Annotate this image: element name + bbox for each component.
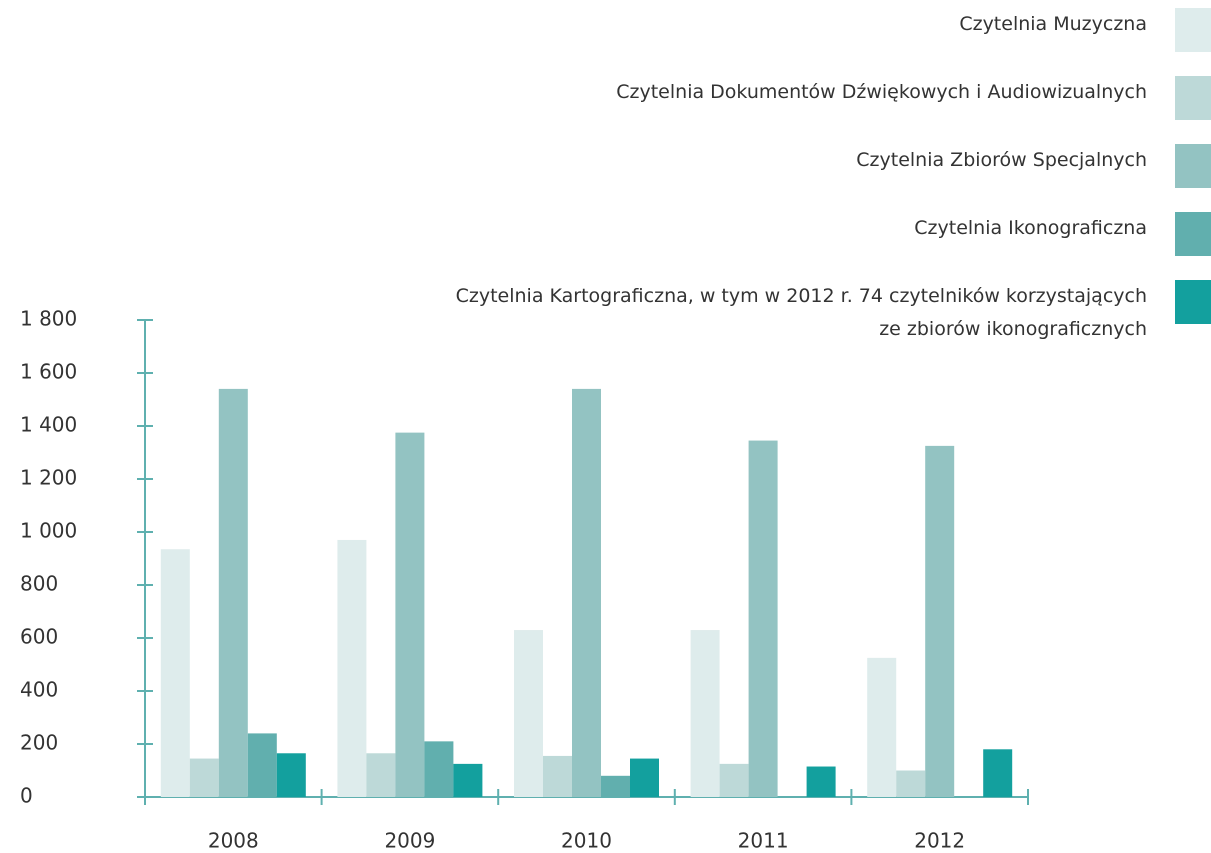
y-tick-label: 1 800 [20, 307, 77, 331]
legend-item: Czytelnia Kartograficzna, w tym w 2012 r… [451, 280, 1211, 346]
y-tick-label: 1 200 [20, 466, 77, 490]
bar [925, 445, 955, 797]
x-tick-label: 2008 [208, 829, 259, 853]
y-tick-label: 1 600 [20, 360, 77, 384]
legend-swatch [1175, 76, 1211, 120]
y-tick-label: 800 [20, 572, 58, 596]
bar [719, 763, 749, 797]
bar [276, 753, 306, 797]
bar [218, 388, 248, 797]
legend-label: Czytelnia Kartograficzna, w tym w 2012 r… [455, 285, 1147, 340]
x-tick-label: 2010 [561, 829, 612, 853]
bar [543, 755, 572, 797]
bar [572, 388, 601, 797]
bar [424, 741, 454, 797]
y-tick-label: 1 400 [20, 413, 77, 437]
bar [189, 758, 219, 797]
bar [337, 539, 367, 797]
bar [690, 630, 720, 797]
bar [896, 770, 926, 797]
legend-item: Czytelnia Zbiorów Specjalnych [451, 144, 1211, 188]
bar [514, 630, 543, 797]
legend-label: Czytelnia Dokumentów Dźwiękowych i Audio… [616, 81, 1147, 103]
bar [395, 432, 425, 797]
legend: Czytelnia Muzyczna Czytelnia Dokumentów D… [451, 8, 1211, 370]
bar [867, 657, 897, 797]
y-tick-label: 200 [20, 731, 58, 755]
bar [160, 549, 190, 797]
legend-label: Czytelnia Ikonograficzna [914, 217, 1147, 239]
bar [247, 733, 277, 797]
legend-item: Czytelnia Dokumentów Dźwiękowych i Audio… [451, 76, 1211, 120]
bar [366, 753, 396, 797]
bar [453, 763, 483, 797]
y-tick-label: 0 [20, 784, 33, 808]
bar [601, 775, 630, 797]
y-tick-label: 600 [20, 625, 58, 649]
bar [806, 766, 836, 797]
y-tick-label: 1 000 [20, 519, 77, 543]
y-tick-label: 400 [20, 678, 58, 702]
x-tick-label: 2011 [738, 829, 789, 853]
legend-swatch [1175, 8, 1211, 52]
legend-item: Czytelnia Muzyczna [451, 8, 1211, 52]
legend-label: Czytelnia Zbiorów Specjalnych [856, 149, 1147, 171]
bar [630, 758, 659, 797]
legend-swatch [1175, 280, 1211, 324]
bar [983, 749, 1013, 797]
legend-item: Czytelnia Ikonograficzna [451, 212, 1211, 256]
legend-label: Czytelnia Muzyczna [959, 13, 1147, 35]
x-tick-label: 2009 [384, 829, 435, 853]
x-tick-label: 2012 [914, 829, 965, 853]
legend-swatch [1175, 212, 1211, 256]
legend-swatch [1175, 144, 1211, 188]
bar [748, 440, 778, 797]
